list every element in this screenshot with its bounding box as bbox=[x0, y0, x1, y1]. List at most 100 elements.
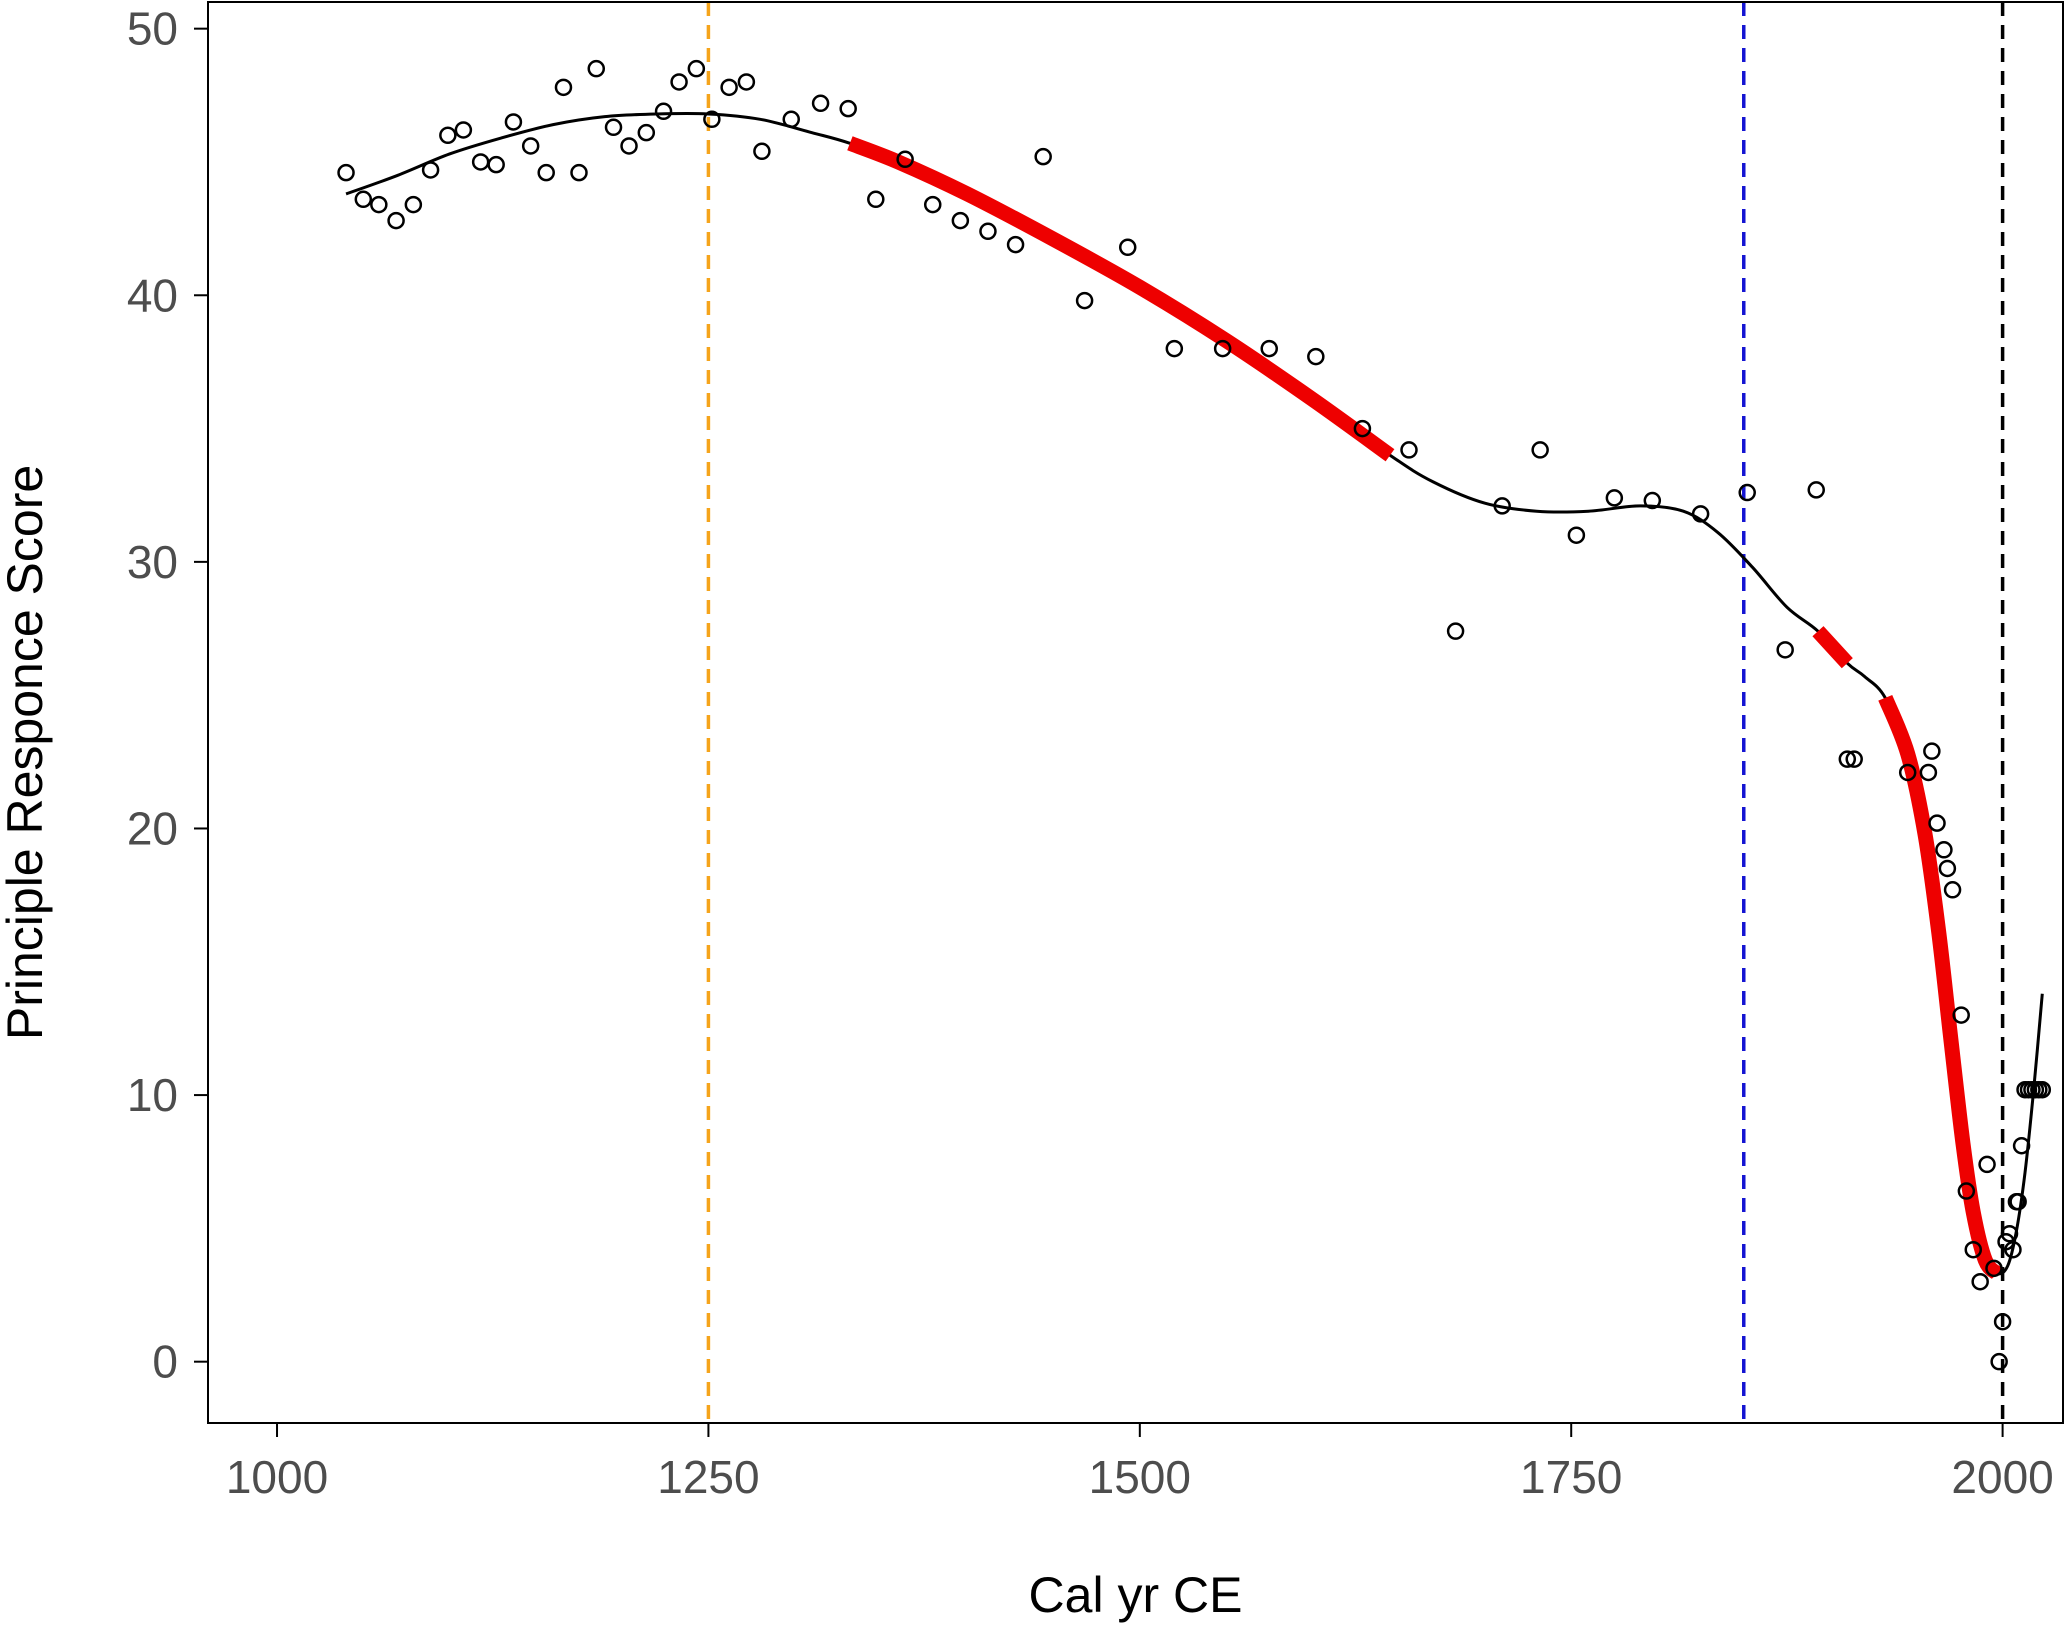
x-tick-label-1000: 1000 bbox=[226, 1451, 328, 1503]
y-tick-label-0: 0 bbox=[152, 1336, 178, 1388]
x-tick-label-1750: 1750 bbox=[1520, 1451, 1622, 1503]
data-point-33 bbox=[951, 211, 970, 230]
data-point-30 bbox=[867, 190, 885, 209]
data-point-18 bbox=[620, 137, 638, 155]
data-point-8 bbox=[454, 121, 473, 139]
data-point-38 bbox=[1118, 238, 1137, 257]
data-point-6 bbox=[421, 161, 440, 179]
x-tick-label-1500: 1500 bbox=[1089, 1451, 1191, 1503]
data-point-29 bbox=[839, 99, 857, 118]
data-point-25 bbox=[737, 73, 756, 91]
data-point-62 bbox=[1938, 859, 1957, 878]
data-point-63 bbox=[1943, 881, 1962, 899]
data-point-49 bbox=[1605, 489, 1624, 507]
y-tick-label-40: 40 bbox=[127, 269, 178, 321]
data-point-2 bbox=[354, 190, 373, 209]
data-point-51 bbox=[1691, 505, 1710, 523]
data-point-58 bbox=[1919, 763, 1938, 782]
data-point-24 bbox=[720, 78, 738, 97]
fit-curve bbox=[345, 111, 2044, 1276]
y-axis-title: Principle Responce Score bbox=[0, 465, 53, 1040]
data-point-27 bbox=[782, 110, 800, 129]
data-point-21 bbox=[670, 73, 688, 91]
data-point-46 bbox=[1493, 497, 1511, 515]
data-point-71 bbox=[1993, 1312, 2012, 1331]
data-point-77 bbox=[2012, 1136, 2031, 1155]
data-point-35 bbox=[1006, 235, 1025, 254]
y-tick-label-30: 30 bbox=[127, 536, 178, 588]
data-point-42 bbox=[1307, 347, 1325, 366]
fit-curve-layer bbox=[345, 111, 2044, 1276]
data-point-41 bbox=[1260, 339, 1278, 358]
x-tick-label-2000: 2000 bbox=[1951, 1451, 2053, 1503]
x-axis-title: Cal yr CE bbox=[1029, 1567, 1243, 1623]
y-tick-label-50: 50 bbox=[127, 3, 178, 55]
data-point-28 bbox=[811, 94, 830, 113]
data-point-37 bbox=[1075, 291, 1094, 310]
data-point-9 bbox=[471, 153, 490, 171]
data-point-57 bbox=[1898, 763, 1917, 782]
data-point-48 bbox=[1567, 526, 1586, 544]
data-point-13 bbox=[537, 163, 555, 182]
data-point-66 bbox=[1964, 1240, 1983, 1259]
data-point-43 bbox=[1353, 419, 1372, 438]
data-point-22 bbox=[687, 59, 706, 78]
data-point-73 bbox=[2000, 1224, 2019, 1243]
data-point-64 bbox=[1952, 1006, 1970, 1024]
data-point-20 bbox=[654, 102, 673, 121]
data-point-10 bbox=[487, 155, 505, 174]
data-point-17 bbox=[604, 118, 623, 137]
data-point-36 bbox=[1034, 147, 1052, 166]
data-point-31 bbox=[896, 150, 914, 169]
data-point-23 bbox=[703, 110, 721, 129]
data-point-54 bbox=[1807, 481, 1825, 499]
data-point-83 bbox=[2033, 1080, 2052, 1099]
data-point-50 bbox=[1643, 491, 1662, 510]
data-point-19 bbox=[637, 123, 656, 142]
y-tick-label-10: 10 bbox=[127, 1069, 178, 1121]
data-point-26 bbox=[753, 142, 771, 161]
data-point-70 bbox=[1990, 1352, 2008, 1371]
data-point-76 bbox=[2009, 1192, 2027, 1211]
data-point-1 bbox=[337, 163, 355, 182]
data-point-16 bbox=[587, 59, 606, 78]
data-point-68 bbox=[1978, 1155, 1996, 1174]
data-point-56 bbox=[1845, 750, 1863, 768]
data-point-60 bbox=[1928, 814, 1946, 832]
data-point-39 bbox=[1165, 339, 1184, 358]
data-point-52 bbox=[1738, 483, 1756, 502]
data-point-15 bbox=[570, 163, 588, 182]
data-point-45 bbox=[1446, 622, 1465, 640]
y-axis: 0 10 20 30 40 50 bbox=[127, 3, 208, 1388]
data-point-61 bbox=[1935, 841, 1953, 859]
data-point-32 bbox=[923, 195, 942, 214]
plot-frame bbox=[207, 1, 2064, 1424]
data-point-69 bbox=[1985, 1259, 2003, 1278]
data-point-5 bbox=[404, 195, 423, 214]
data-point-3 bbox=[370, 195, 388, 214]
data-point-65 bbox=[1957, 1182, 1976, 1200]
data-point-14 bbox=[554, 78, 573, 97]
significant-segment-2 bbox=[1812, 626, 1853, 669]
data-point-55 bbox=[1838, 750, 1857, 768]
x-axis: 1000 1250 1500 1750 2000 bbox=[226, 1422, 2054, 1503]
data-point-12 bbox=[521, 137, 540, 155]
significant-segment-3 bbox=[1878, 694, 2003, 1280]
data-point-47 bbox=[1531, 441, 1549, 459]
data-point-59 bbox=[1923, 742, 1941, 760]
significant-segments-layer bbox=[847, 136, 2003, 1280]
data-point-7 bbox=[439, 126, 457, 145]
data-point-74 bbox=[2004, 1240, 2022, 1259]
data-point-34 bbox=[979, 222, 997, 241]
data-point-40 bbox=[1213, 339, 1232, 358]
data-points-layer bbox=[337, 59, 2052, 1371]
data-point-53 bbox=[1776, 641, 1794, 659]
data-point-11 bbox=[504, 113, 523, 131]
reference-lines bbox=[706, 2, 2005, 1423]
data-point-4 bbox=[387, 211, 405, 230]
data-point-67 bbox=[1971, 1272, 1989, 1291]
data-point-44 bbox=[1400, 441, 1418, 459]
significant-segment-1 bbox=[847, 136, 1395, 462]
